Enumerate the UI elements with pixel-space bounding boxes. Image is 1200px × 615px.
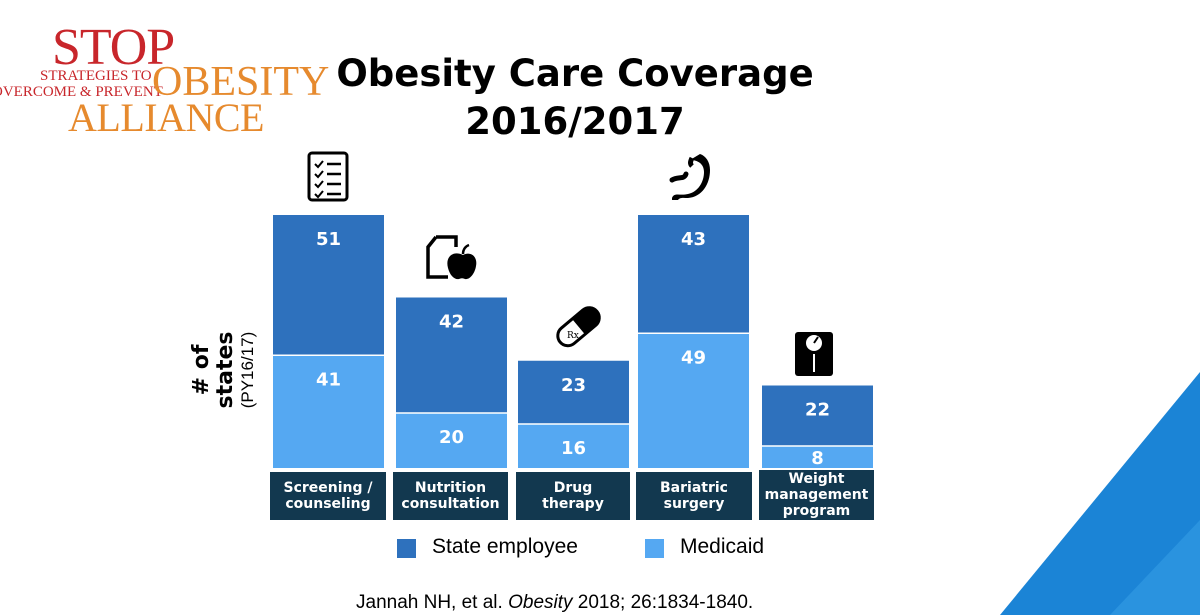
data-label-state-employee-nutrition: 42 [439, 312, 464, 333]
data-label-state-employee-bariatric: 43 [681, 229, 706, 250]
chart-title-line2: 2016/2017 [465, 100, 685, 143]
logo-strategies-line2: OVERCOME & PREVENT [0, 84, 163, 100]
chart-title-line1: Obesity Care Coverage [336, 52, 814, 95]
legend-swatch-medicaid [645, 539, 664, 558]
category-label-screening: Screening / counseling [270, 472, 386, 520]
legend-label-medicaid: Medicaid [680, 535, 765, 558]
pill-icon: Rx [556, 306, 601, 348]
bar-state-employee-drug-therapy [518, 360, 629, 424]
stomach-icon [669, 154, 710, 200]
category-label-bariatric: Bariatric surgery [636, 472, 752, 520]
data-label-medicaid-nutrition: 20 [439, 427, 464, 448]
logo-obesity: OBESITY [152, 59, 330, 105]
data-label-state-employee-drug-therapy: 23 [561, 375, 586, 396]
data-label-medicaid-drug-therapy: 16 [561, 438, 586, 459]
bar-medicaid-nutrition [396, 413, 507, 468]
stop-obesity-alliance-logo: STOP STRATEGIES TO OVERCOME & PREVENT OB… [0, 19, 330, 138]
bar-state-employee-weight-management [762, 385, 873, 446]
apple-document-icon [426, 235, 477, 280]
bar-state-employee-nutrition [396, 297, 507, 413]
citation: Jannah NH, et al. Obesity 2018; 26:1834-… [356, 592, 754, 613]
data-label-medicaid-bariatric: 49 [681, 347, 706, 368]
category-label-drug-therapy: Drug therapy [516, 472, 630, 520]
bar-state-employee-bariatric [638, 215, 749, 334]
svg-text:Rx: Rx [567, 331, 579, 341]
bar-state-employee-screening [273, 215, 384, 356]
logo-alliance: ALLIANCE [68, 95, 264, 140]
bar-medicaid-bariatric [638, 333, 749, 468]
logo-stop: STOP [52, 19, 175, 76]
bar-medicaid-screening [273, 355, 384, 468]
category-label-weight-management: Weight management program [759, 470, 874, 520]
data-label-state-employee-weight-management: 22 [805, 400, 830, 421]
logo-strategies-line1: STRATEGIES TO [40, 68, 152, 84]
bar-medicaid-drug-therapy [518, 424, 629, 468]
data-label-medicaid-screening: 41 [316, 369, 341, 390]
scale-icon [795, 332, 833, 376]
bar-medicaid-weight-management [762, 446, 873, 468]
checklist-icon [307, 151, 349, 202]
data-label-medicaid-weight-management: 8 [811, 448, 824, 469]
category-label-nutrition: Nutrition consultation [393, 472, 508, 520]
data-label-state-employee-screening: 51 [316, 229, 341, 250]
legend-swatch-state-employee [397, 539, 416, 558]
legend-label-state-employee: State employee [432, 535, 578, 558]
